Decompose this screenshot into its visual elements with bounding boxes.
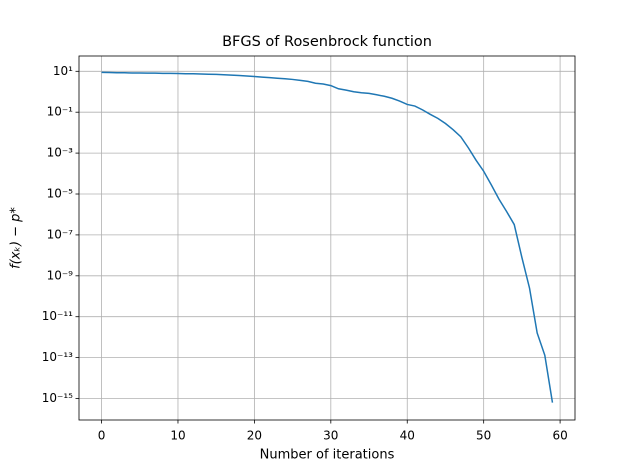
x-tick-label: 50: [476, 429, 491, 443]
plot-frame: [78, 55, 576, 421]
y-axis-label: f(xₖ) − p*: [9, 207, 24, 269]
y-tick-label: 10⁻¹³: [42, 350, 73, 364]
chart-title: BFGS of Rosenbrock function: [222, 34, 432, 50]
y-tick-label: 10⁻⁷: [47, 227, 74, 241]
x-tick-label: 0: [98, 429, 106, 443]
y-tick-label: 10¹: [53, 64, 73, 78]
x-axis-label: Number of iterations: [260, 448, 395, 463]
y-tick-label: 10⁻¹¹: [42, 309, 73, 323]
y-tick-label: 10⁻³: [47, 146, 74, 160]
x-tick-label: 10: [170, 429, 185, 443]
y-tick-label: 10⁻⁵: [47, 187, 74, 201]
x-tick-label: 60: [552, 429, 567, 443]
data-line: [101, 71, 554, 403]
y-tick-label: 10⁻¹⁵: [42, 391, 73, 405]
y-tick-label: 10⁻¹: [47, 105, 74, 119]
x-tick-label: 20: [247, 429, 262, 443]
x-tick-label: 30: [323, 429, 338, 443]
y-tick-label: 10⁻⁹: [47, 268, 74, 282]
x-tick-label: 40: [400, 429, 415, 443]
